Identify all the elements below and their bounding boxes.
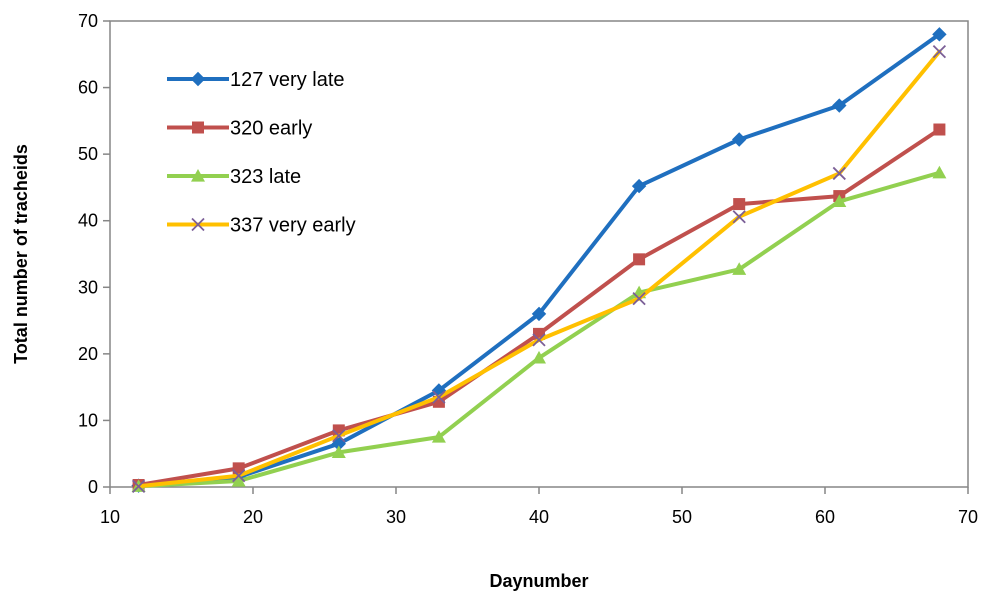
legend: 127 very late 320 early 323 late 337 very e… [167, 69, 356, 237]
legend-label: 323 late [230, 166, 301, 188]
data-point-x-stroke [432, 390, 446, 404]
data-point-x [332, 429, 346, 443]
data-point-x-stroke [832, 166, 846, 181]
data-point-x [131, 479, 146, 493]
data-point-triangle [532, 350, 546, 364]
y-axis-title: Total number of tracheids [11, 144, 31, 364]
legend-item: 127 very late [167, 69, 345, 91]
x-tick-label: 10 [100, 507, 120, 527]
data-point-x-stroke [632, 291, 646, 306]
x-tick-label: 40 [529, 507, 549, 527]
data-point-triangle [191, 169, 205, 182]
y-tick-label: 0 [88, 477, 98, 497]
data-point-square [933, 123, 946, 136]
series-layer [131, 27, 947, 493]
data-point-square [633, 253, 646, 266]
y-tick-label: 50 [78, 144, 98, 164]
data-point-square [232, 462, 245, 475]
data-point-diamond [932, 27, 947, 42]
data-point-square [192, 121, 204, 134]
data-point-x [191, 217, 205, 232]
series-line [136, 32, 942, 488]
data-point-triangle [832, 194, 847, 208]
data-point-x-stroke [332, 429, 346, 443]
y-tick-label: 40 [78, 211, 98, 231]
data-point-triangle [231, 474, 246, 487]
data-point-diamond [531, 306, 547, 322]
data-point-x-stroke [932, 44, 947, 59]
y-tick-label: 30 [78, 277, 98, 297]
data-point-diamond [731, 132, 747, 147]
data-point-x-stroke [232, 469, 246, 483]
x-tick-label: 20 [243, 507, 263, 527]
data-point-triangle [732, 262, 747, 275]
data-point-x-stroke [532, 333, 546, 347]
legend-label: 320 early [230, 118, 312, 140]
series-0 [131, 27, 947, 493]
data-point-x [932, 44, 947, 59]
data-point-x [532, 333, 546, 347]
data-point-x [832, 166, 846, 181]
data-point-x-stroke [131, 479, 146, 493]
y-tick-label: 20 [78, 344, 98, 364]
data-point-diamond [631, 178, 647, 194]
data-point-x [732, 210, 746, 224]
legend-label: 127 very late [230, 69, 345, 91]
legend-item: 320 early [167, 118, 312, 140]
data-point-x [432, 390, 446, 404]
x-tick-label: 50 [672, 507, 692, 527]
data-point-x-stroke [191, 217, 205, 232]
data-point-diamond [832, 98, 847, 113]
x-axis-title: Daynumber [489, 571, 588, 591]
data-point-triangle [431, 430, 446, 443]
x-tick-label: 30 [386, 507, 406, 527]
y-tick-label: 70 [78, 11, 98, 31]
legend-label: 337 very early [230, 215, 356, 237]
data-point-square [733, 198, 746, 211]
legend-item: 323 late [167, 166, 301, 188]
data-point-x [632, 291, 646, 306]
y-tick-label: 60 [78, 78, 98, 98]
y-tick-label: 10 [78, 410, 98, 430]
data-point-x [232, 469, 246, 483]
data-point-diamond [190, 71, 206, 87]
x-tick-label: 70 [958, 507, 978, 527]
legend-item: 337 very early [167, 215, 356, 237]
data-point-triangle [331, 445, 346, 458]
data-point-triangle [932, 165, 947, 179]
x-tick-label: 60 [815, 507, 835, 527]
series-3 [131, 44, 947, 493]
data-point-x-stroke [732, 210, 746, 224]
